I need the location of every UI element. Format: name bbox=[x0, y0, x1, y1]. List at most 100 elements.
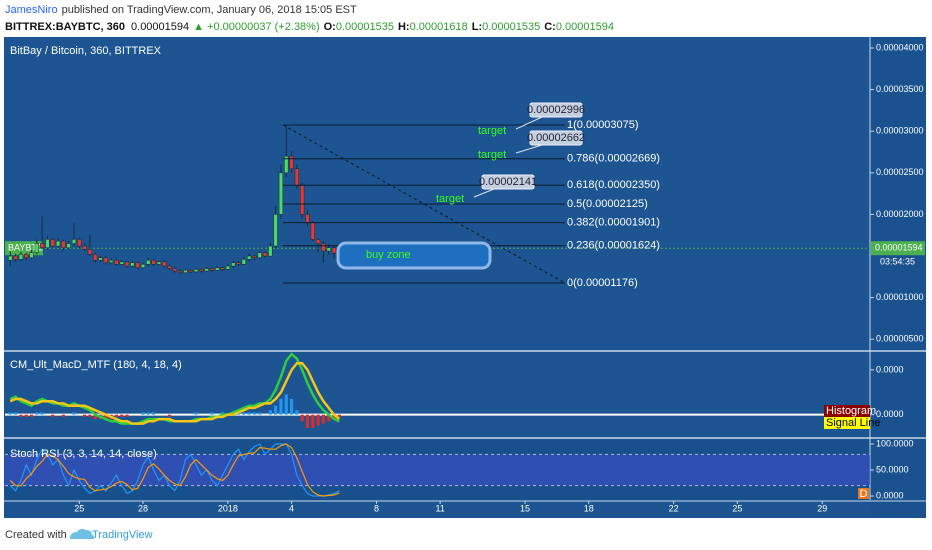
candle-body bbox=[24, 254, 29, 258]
histogram-bar bbox=[300, 414, 304, 422]
candle-body bbox=[215, 267, 220, 271]
histogram-bar bbox=[146, 412, 150, 415]
callout-text: 0.00002662 bbox=[527, 132, 585, 144]
badge-box bbox=[858, 488, 869, 499]
legend-box bbox=[824, 417, 870, 429]
symbol-tag-label: BAYBTC bbox=[8, 243, 44, 253]
candle-body bbox=[13, 255, 18, 260]
legend-label: Histogram bbox=[826, 405, 876, 417]
price: 0.00001594 bbox=[131, 21, 189, 33]
y-tick-label: 0.00004000 bbox=[876, 42, 924, 52]
candle-body bbox=[305, 214, 310, 224]
x-tick-label: 29 bbox=[817, 503, 827, 513]
x-tick-label: 18 bbox=[584, 503, 594, 513]
target-label: target bbox=[478, 125, 506, 137]
candle-body bbox=[284, 155, 289, 174]
x-tick-label: 28 bbox=[138, 503, 148, 513]
y-tick-label: 0.00001000 bbox=[876, 292, 924, 302]
candle-body bbox=[199, 269, 204, 272]
logo bbox=[70, 528, 95, 539]
x-tick-label: 22 bbox=[669, 503, 679, 513]
candle-body bbox=[331, 247, 337, 254]
candle-body bbox=[55, 240, 61, 247]
histogram-bar bbox=[51, 414, 55, 417]
candle-body bbox=[82, 245, 87, 250]
y-tick-label: 100.0000 bbox=[876, 438, 914, 448]
histogram-bar bbox=[120, 414, 124, 417]
callout-text: 0.00002141 bbox=[479, 176, 537, 188]
y-tick-label: 0.00003000 bbox=[876, 126, 924, 136]
histogram-bar bbox=[284, 394, 288, 415]
histogram-bar bbox=[104, 414, 108, 420]
callout-text: 0.00002996 bbox=[527, 104, 585, 116]
candle-body bbox=[8, 255, 13, 261]
macd-title: CM_Ult_MacD_MTF (180, 4, 18, 4) bbox=[10, 359, 182, 371]
fib-label: 1(0.00003075) bbox=[567, 119, 639, 131]
histogram-bar bbox=[321, 414, 325, 424]
candle-body bbox=[315, 239, 321, 244]
x-tick-label: 25 bbox=[74, 503, 84, 513]
candle-body bbox=[87, 249, 93, 255]
histogram-bar bbox=[35, 412, 39, 415]
histogram-bar bbox=[247, 412, 251, 415]
y-tick-label: 0.0000 bbox=[876, 409, 904, 419]
symbol: BITTREX:BAYBTC, 360 bbox=[5, 21, 125, 33]
histogram-bar bbox=[167, 414, 172, 417]
candle-body bbox=[109, 259, 114, 263]
legend-box bbox=[824, 405, 870, 417]
callout-box bbox=[529, 130, 583, 146]
histogram-bar bbox=[19, 414, 23, 417]
candle-body bbox=[268, 245, 273, 257]
candle-body bbox=[135, 262, 140, 268]
published: published on TradingView.com, January 06… bbox=[62, 4, 357, 16]
symbol-tag bbox=[5, 241, 43, 256]
candle-body bbox=[278, 172, 284, 215]
histogram-bar bbox=[268, 410, 272, 415]
y-tick-label: 0.00000500 bbox=[876, 334, 924, 344]
stoch-title: Stoch RSI (3, 3, 14, 14, close) bbox=[10, 448, 157, 460]
histogram-bar bbox=[8, 412, 12, 415]
fib-label: 0.618(0.00002350) bbox=[567, 179, 660, 191]
histogram-bar bbox=[24, 414, 28, 417]
x-tick-label: 8 bbox=[374, 503, 379, 513]
candle-body bbox=[40, 243, 45, 248]
candle-body bbox=[209, 268, 215, 271]
candle-body bbox=[294, 168, 299, 186]
candle-body bbox=[183, 269, 188, 273]
candle-body bbox=[321, 243, 326, 252]
histogram-bar bbox=[258, 412, 262, 415]
histogram-bar bbox=[141, 412, 145, 415]
histogram-bar bbox=[88, 414, 92, 417]
histogram-bar bbox=[316, 414, 320, 426]
histogram-bar bbox=[252, 412, 257, 415]
candle-body bbox=[326, 247, 331, 252]
ohlc-value: 0.00001618 bbox=[410, 21, 468, 33]
ohlc-value: 0.00001594 bbox=[556, 21, 614, 33]
candle-body bbox=[66, 243, 71, 248]
legend-label: Signal Line bbox=[826, 417, 880, 429]
y-tick-label: 50.0000 bbox=[876, 464, 909, 474]
histogram-bar bbox=[337, 414, 341, 417]
header-line: JamesNiro published on TradingView.com, J… bbox=[5, 4, 357, 16]
target-label: target bbox=[478, 149, 506, 161]
candle-body bbox=[130, 262, 135, 267]
histogram-bar bbox=[332, 414, 336, 420]
y-tick-label: 0.00002000 bbox=[876, 209, 924, 219]
series-line bbox=[9, 361, 341, 425]
candle-body bbox=[310, 222, 315, 240]
x-tick-label: 15 bbox=[520, 503, 530, 513]
candle-body bbox=[300, 185, 305, 215]
candle-body bbox=[273, 214, 278, 247]
candle-body bbox=[98, 257, 103, 261]
y-tick-label: 0.0000 bbox=[876, 490, 904, 500]
candle-body bbox=[193, 269, 199, 273]
x-tick-label: 25 bbox=[732, 503, 742, 513]
x-tick-label: 2018 bbox=[218, 503, 238, 513]
candle-body bbox=[247, 255, 252, 260]
histogram-bar bbox=[274, 405, 278, 415]
fib-label: 0.5(0.00002125) bbox=[567, 198, 648, 210]
candle-body bbox=[151, 259, 156, 265]
histogram-bar bbox=[14, 412, 18, 415]
candle-body bbox=[262, 252, 268, 257]
